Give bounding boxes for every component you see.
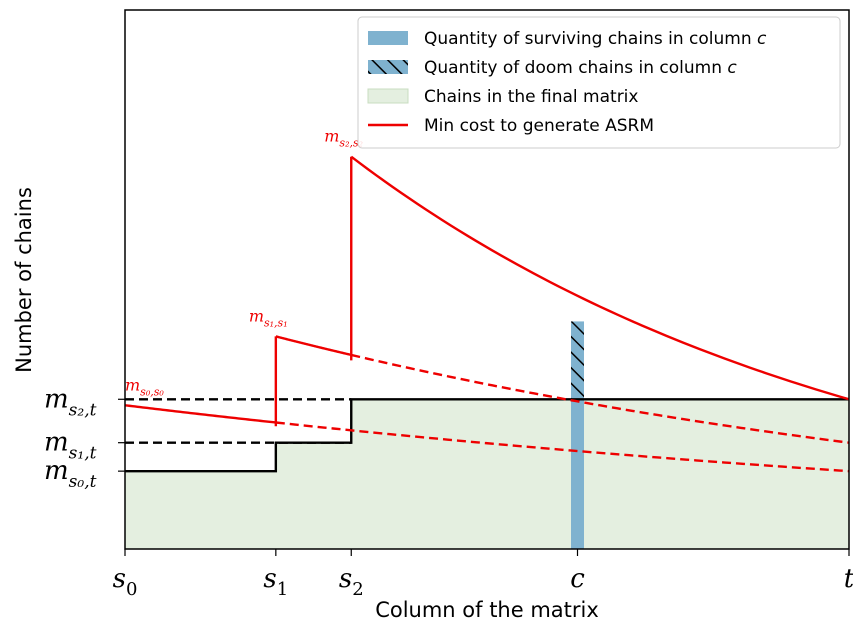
legend: Quantity of surviving chains in column c…	[357, 16, 841, 149]
x-tick-label-0: s0	[113, 564, 138, 600]
legend-label-surviving: Quantity of surviving chains in column c	[424, 29, 767, 49]
legend-handle-doom	[368, 60, 408, 74]
peak-label-2: ms₂,s₂	[324, 127, 363, 150]
y-tick-label-2: ms₂,t	[44, 384, 97, 420]
min-cost-curve-2-solid	[350, 155, 849, 401]
final-matrix-area	[125, 399, 849, 549]
plot-frame	[124, 9, 850, 550]
peak-label-1: ms₁,s₁	[249, 306, 288, 329]
min-cost-curve-0-dashed	[275, 421, 849, 473]
legend-label-final: Chains in the final matrix	[424, 87, 638, 107]
min-cost-curve-1-dashed	[350, 353, 849, 444]
x-tick-label-4: t	[844, 564, 853, 594]
legend-box	[357, 16, 841, 149]
y-axis-label: Number of chains	[12, 187, 36, 373]
surviving-chains-bar	[571, 399, 584, 549]
peak-label-0: ms₀,s₀	[125, 375, 164, 398]
x-axis-label: Column of the matrix	[375, 598, 599, 622]
doom-chains-bar	[571, 321, 584, 400]
legend-handle-surviving	[368, 31, 408, 45]
min-cost-curve-1-solid	[275, 335, 352, 357]
legend-label-doom: Quantity of doom chains in column c	[424, 58, 737, 78]
legend-label-mincost: Min cost to generate ASRM	[424, 116, 654, 136]
min-cost-curve-0-solid	[125, 404, 276, 424]
final-matrix-step-line	[125, 398, 849, 473]
legend-handle-final	[367, 88, 409, 104]
x-tick-label-2: s2	[339, 564, 364, 600]
x-tick-label-3: c	[570, 564, 585, 594]
x-tick-label-1: s1	[263, 564, 288, 600]
